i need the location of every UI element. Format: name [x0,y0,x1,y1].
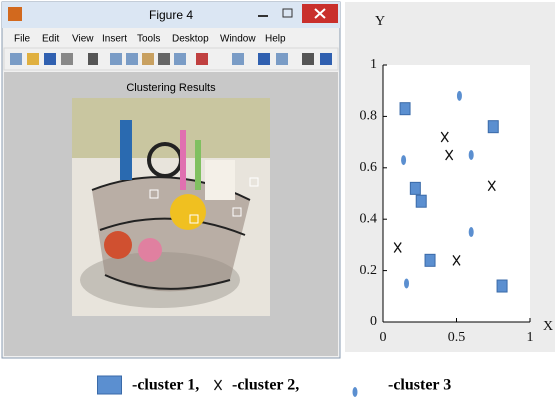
x-axis-label: X [543,319,553,334]
ellipse-marker [457,91,462,101]
x-tick-label: 0 [380,330,387,345]
y-tick-label: 0.8 [360,109,378,124]
ellipse-marker [401,155,406,165]
menu-item[interactable]: File [14,34,31,45]
square-marker [400,103,410,115]
y-tick-label: 0.6 [360,160,378,175]
ellipse-marker [404,278,409,288]
square-marker [497,280,507,292]
menu-item[interactable]: View [72,34,94,45]
menu-item[interactable]: Insert [102,34,127,45]
ellipse-marker [469,150,474,160]
y-tick-label: 0 [370,314,377,329]
legend: -cluster 1, -cluster 2, -cluster 3 [98,376,452,397]
x-marker [215,380,222,390]
ellipse-marker [353,387,358,397]
square-marker [410,182,420,194]
legend-label: -cluster 2, [232,377,299,394]
square-marker [98,376,122,394]
plot-title: Clustering Results [126,82,216,94]
legend-label: -cluster 3 [388,377,451,394]
menu-item[interactable]: Help [265,34,286,45]
menu-item[interactable]: Desktop [172,34,209,45]
ellipse-marker [469,227,474,237]
menu-item[interactable]: Edit [42,34,59,45]
menu-item[interactable]: Window [220,34,256,45]
page: Figure 4 File Edit View Insert Tools Desktop W… [0,0,555,401]
x-tick-label: 1 [527,330,534,345]
square-marker [425,254,435,266]
app-icon [8,7,22,21]
y-axis-label: Y [375,14,385,29]
legend-label: -cluster 1, [132,377,199,394]
y-tick-label: 1 [370,57,377,72]
square-marker [416,195,426,207]
menu-bar: File Edit View Insert Tools Desktop Window Help [14,34,286,45]
menu-item[interactable]: Tools [137,34,160,45]
figure-window: Figure 4 File Edit View Insert Tools Desktop W… [2,2,340,358]
square-marker [488,121,498,133]
x-tick-label: 0.5 [448,330,466,345]
clustered-image [72,98,270,316]
y-tick-label: 0.4 [360,211,378,226]
y-tick-label: 0.2 [360,263,378,278]
window-title: Figure 4 [149,8,193,22]
